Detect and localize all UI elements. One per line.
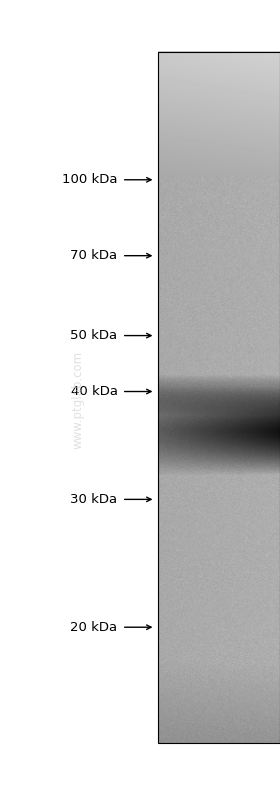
Text: 70 kDa: 70 kDa: [71, 249, 118, 262]
Text: 30 kDa: 30 kDa: [71, 493, 118, 506]
Bar: [158, 52, 280, 743]
Text: www.ptglab.com: www.ptglab.com: [72, 351, 85, 448]
Text: 100 kDa: 100 kDa: [62, 173, 118, 186]
Text: 50 kDa: 50 kDa: [71, 329, 118, 342]
Text: 40 kDa: 40 kDa: [71, 385, 118, 398]
Text: 20 kDa: 20 kDa: [71, 621, 118, 634]
